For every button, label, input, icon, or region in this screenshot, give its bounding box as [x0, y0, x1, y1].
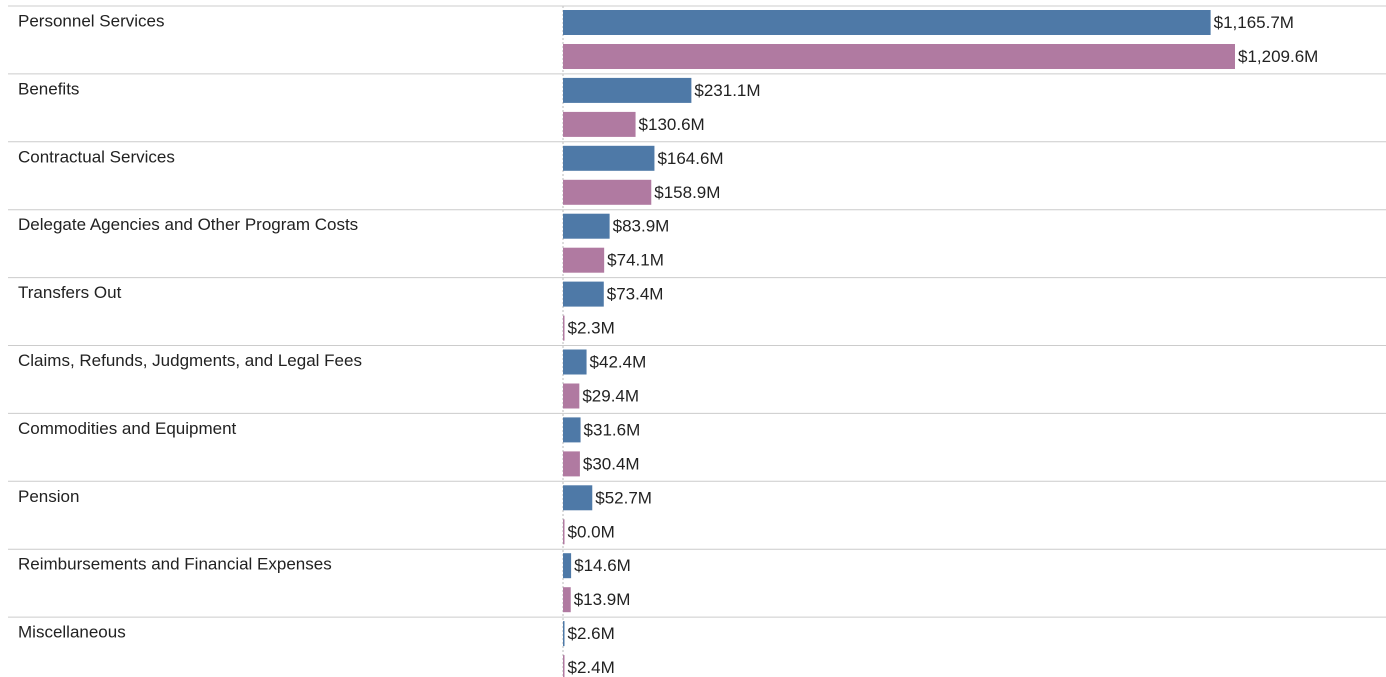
bar	[563, 145, 655, 171]
category-label: Pension	[18, 487, 79, 506]
bar	[563, 349, 587, 375]
bar	[563, 383, 580, 409]
value-label: $1,165.7M	[1214, 13, 1294, 32]
value-label: $52.7M	[595, 488, 652, 507]
value-label: $31.6M	[584, 420, 641, 439]
bar	[563, 281, 604, 307]
value-label: $2.3M	[568, 319, 615, 338]
value-label: $158.9M	[654, 183, 720, 202]
category-label: Reimbursements and Financial Expenses	[18, 555, 332, 574]
category-label: Contractual Services	[18, 147, 175, 166]
bar	[563, 417, 581, 443]
value-label: $73.4M	[607, 285, 664, 304]
bar	[563, 587, 571, 613]
value-label: $42.4M	[590, 352, 647, 371]
value-label: $14.6M	[574, 556, 631, 575]
bar	[563, 451, 580, 477]
category-label: Commodities and Equipment	[18, 419, 237, 438]
value-label: $30.4M	[583, 454, 640, 473]
bar	[563, 213, 610, 239]
bar	[563, 44, 1235, 69]
bar	[563, 10, 1211, 35]
value-label: $13.9M	[574, 590, 631, 609]
bar	[563, 179, 652, 205]
bar	[563, 77, 692, 103]
value-label: $0.0M	[568, 522, 615, 541]
value-label: $130.6M	[639, 115, 705, 134]
bar	[563, 315, 565, 341]
bar	[563, 247, 605, 273]
bar	[563, 519, 565, 545]
value-label: $83.9M	[613, 217, 670, 236]
value-label: $29.4M	[582, 386, 639, 405]
bar	[563, 553, 572, 579]
category-label: Delegate Agencies and Other Program Cost…	[18, 215, 358, 234]
value-label: $2.4M	[568, 658, 615, 677]
category-label: Miscellaneous	[18, 623, 126, 642]
value-label: $1,209.6M	[1238, 47, 1318, 66]
bar	[563, 111, 636, 137]
bar	[563, 621, 565, 647]
category-label: Claims, Refunds, Judgments, and Legal Fe…	[18, 351, 362, 370]
value-label: $2.6M	[568, 624, 615, 643]
bar	[563, 655, 565, 677]
category-label: Benefits	[18, 79, 79, 98]
category-label: Personnel Services	[18, 11, 164, 30]
value-label: $164.6M	[657, 149, 723, 168]
category-label: Transfers Out	[18, 283, 122, 302]
value-label: $74.1M	[607, 251, 664, 270]
value-label: $231.1M	[694, 81, 760, 100]
bar	[563, 485, 593, 511]
